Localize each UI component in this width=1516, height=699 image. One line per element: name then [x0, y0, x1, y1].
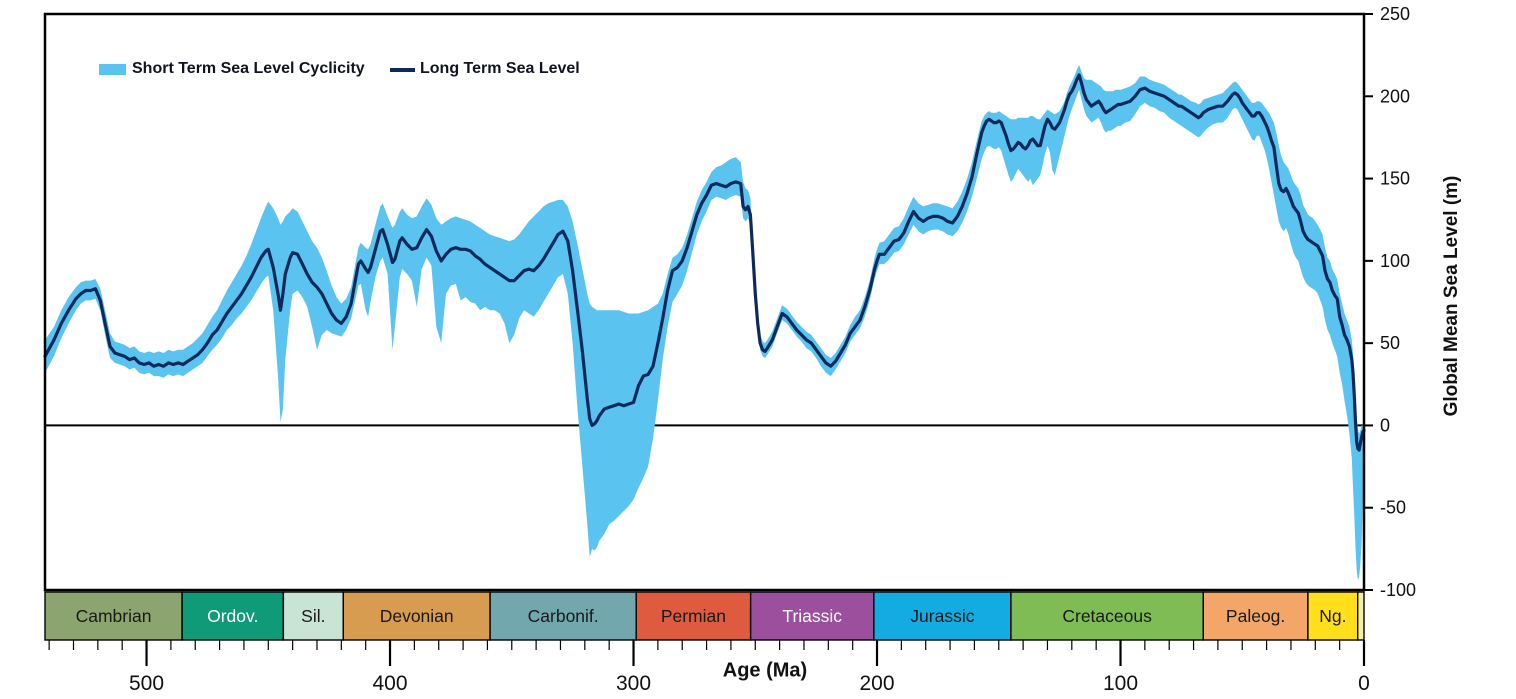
- period-band-ng: [1307, 591, 1359, 641]
- period-label: Permian: [661, 606, 726, 626]
- period-label: Paleog.: [1226, 606, 1285, 626]
- period-band-carbonif: [489, 591, 637, 641]
- period-band-paleog: [1202, 591, 1309, 641]
- period-label: Cambrian: [76, 606, 152, 626]
- short-term-legend-label: Short Term Sea Level Cyclicity: [132, 60, 365, 77]
- x-axis-tick-label: 100: [1103, 672, 1138, 695]
- period-label: Triassic: [782, 606, 842, 626]
- period-band-cretaceous: [1010, 591, 1204, 641]
- period-label: Carbonif.: [528, 606, 599, 626]
- long-term-sea-level-line: [43, 73, 1366, 452]
- y-axis-tick-label: 250: [1380, 4, 1410, 24]
- period-band-jurassic: [873, 591, 1012, 641]
- period-band-quaternary: [1357, 591, 1365, 641]
- y-axis-tick-label: 100: [1380, 251, 1410, 271]
- period-band-permian: [635, 591, 752, 641]
- period-label: Devonian: [380, 606, 454, 626]
- x-axis-tick-label: 500: [129, 672, 164, 695]
- long-term-legend-label: Long Term Sea Level: [420, 60, 580, 77]
- y-axis-tick-label: -100: [1380, 580, 1416, 600]
- y-axis-tick-label: 150: [1380, 169, 1410, 189]
- plot-border: [43, 12, 1366, 592]
- x-axis-tick-label: 200: [859, 672, 894, 695]
- y-axis-tick-label: 50: [1380, 333, 1400, 353]
- period-label: Jurassic: [910, 606, 974, 626]
- period-band-devonian: [342, 591, 491, 641]
- short-term-sea-level-band: [45, 65, 1364, 581]
- x-axis-tick-label: 400: [373, 672, 408, 695]
- long-term-line-legend-swatch: [390, 68, 415, 72]
- y-axis-tick-label: 200: [1380, 86, 1410, 106]
- y-axis-title: Global Mean Sea Level (m): [1441, 175, 1462, 417]
- y-axis-tick-label: 0: [1380, 415, 1390, 435]
- x-axis-tick-label: 0: [1358, 672, 1370, 695]
- short-term-band-legend-swatch: [99, 64, 126, 75]
- period-label: Ng.: [1319, 606, 1346, 626]
- x-axis-tick-label: 300: [616, 672, 651, 695]
- x-axis-title: Age (Ma): [722, 659, 808, 682]
- period-band-sil: [282, 591, 344, 641]
- y-axis-tick-label: -50: [1380, 498, 1406, 518]
- period-label: Cretaceous: [1062, 606, 1152, 626]
- period-label: Ordov.: [207, 606, 258, 626]
- period-label: Sil.: [301, 606, 325, 626]
- period-band-triassic: [749, 591, 875, 641]
